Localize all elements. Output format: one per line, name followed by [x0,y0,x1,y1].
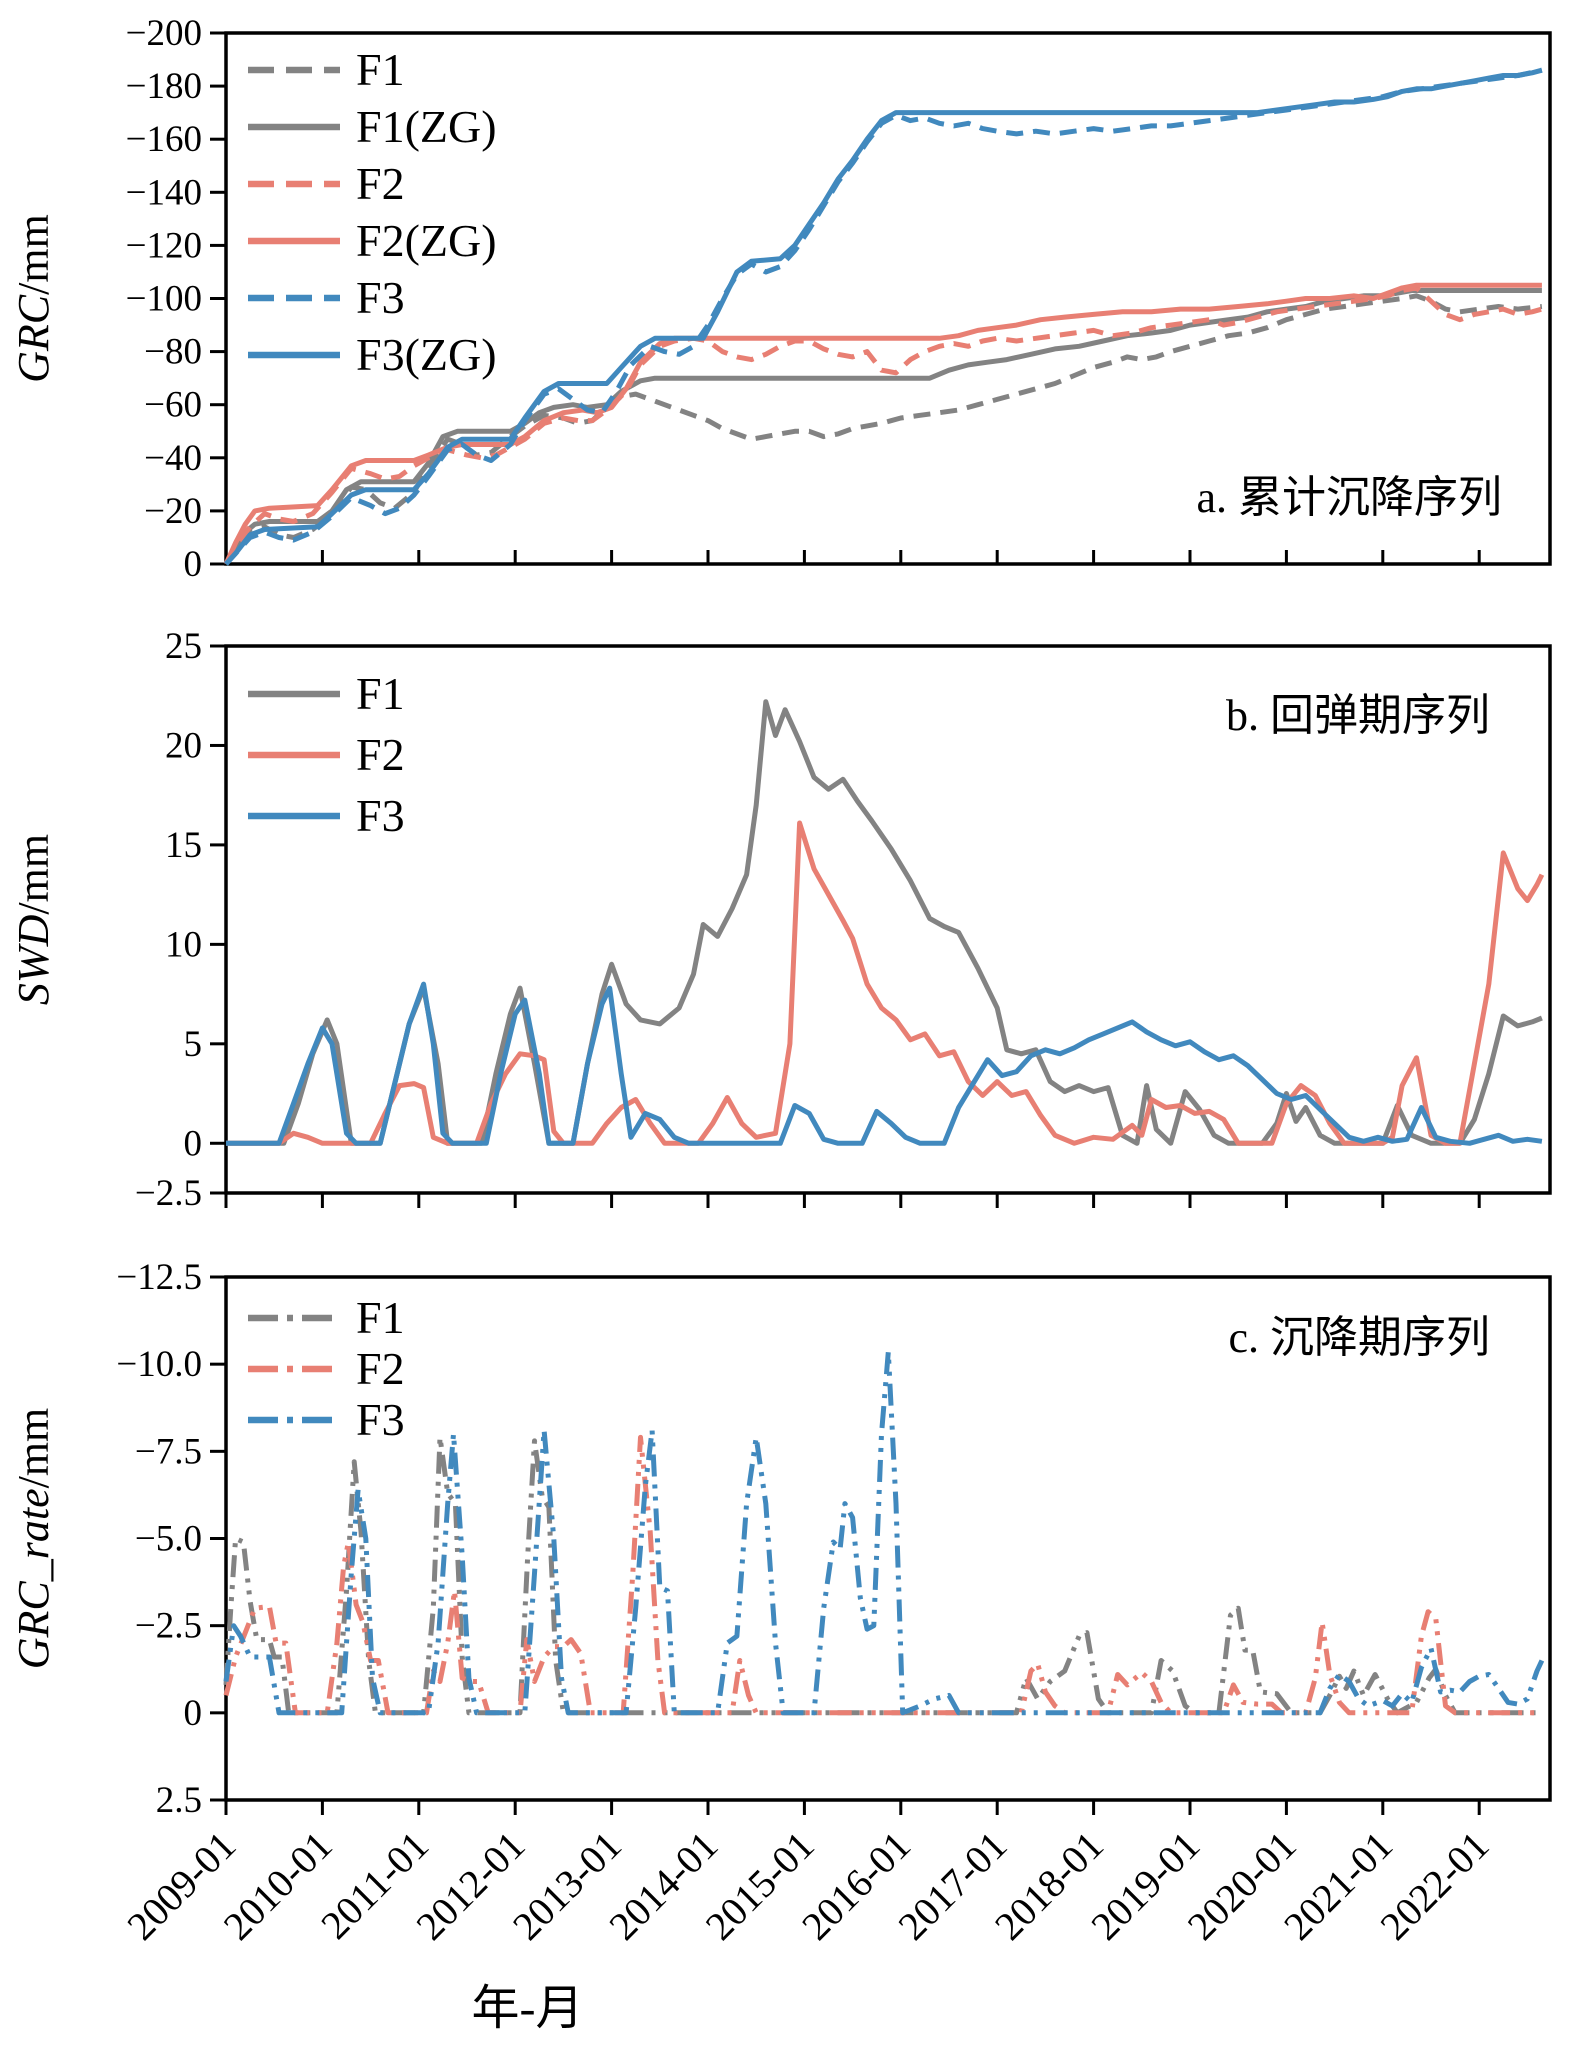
panel-a-annotation: a. 累计沉降序列 [1196,473,1502,522]
panel-a-ytick-label: −80 [144,332,202,373]
legend-c-F1-label: F1 [356,1292,405,1343]
panel-b-series-F2-line [226,820,1545,1146]
panel-a-y-axis-title: GRC/mm [9,214,58,383]
x-tick-label: 2021-01 [1275,1823,1401,1949]
x-tick-label: 2022-01 [1371,1823,1497,1949]
panel-a-ytick-label: −60 [144,385,202,426]
legend-b-F1-label: F1 [356,668,405,719]
x-axis-title-text: 年-月 [471,1982,584,2035]
panel-a-ytick-label: −20 [144,491,202,532]
legend-b-F3-label: F3 [356,790,405,841]
legend-a-F2(ZG)-label: F2(ZG) [356,215,497,266]
legend-a-F1(ZG)-label: F1(ZG) [356,101,497,152]
panel-a-ytick-label: −100 [126,279,202,320]
panel-a-ytick-label: −180 [126,66,202,107]
legend-c-F2-label: F2 [356,1343,405,1394]
x-tick-label: 2009-01 [118,1823,244,1949]
legend-a-F3(ZG)-label: F3(ZG) [356,329,497,380]
legend-a-F2-label: F2 [356,158,405,209]
panel-b-ytick-label: 5 [184,1024,203,1065]
panel-c-ytick-label: −7.5 [135,1431,202,1472]
panel-b-y-axis-title: SWD/mm [9,834,58,1005]
panel-c-series-F2-line [223,1434,1542,1716]
panel-b-border [224,644,1552,1195]
panel-a-ytick-label: −120 [126,225,202,266]
legend-a-F1-label: F1 [356,44,405,95]
panel-c-series-F1-line [223,1434,1542,1716]
panel-c-series-F3-line [223,1349,1545,1716]
panel-a-ytick-label: −200 [126,13,202,54]
panel-c-ytick-label: 2.5 [156,1780,202,1821]
panel-b-ytick-label: −2.5 [135,1173,202,1214]
panel-b-ytick-label: 0 [184,1123,203,1164]
panel-c-ytick-label: 0 [184,1693,203,1734]
x-tick-label: 2018-01 [986,1823,1112,1949]
panel-a-series-F2(ZG)-line [223,282,1542,566]
x-tick-label: 2017-01 [889,1823,1015,1949]
panel-a-ytick-label: −160 [126,119,202,160]
panel-c-ytick-label: −12.5 [116,1257,202,1298]
panel-a-series-F3(ZG)-line [224,67,1543,566]
legend-b-F2-label: F2 [356,729,405,780]
panel-c-ytick-label: −10.0 [116,1344,202,1385]
panel-b-series-F3-line [226,981,1543,1146]
x-axis-title: 年-月 [0,1968,1575,2038]
panel-b-ytick-label: 15 [165,825,202,866]
panel-a-ytick-label: −40 [144,438,202,479]
legend-c-F3-label: F3 [356,1394,405,1445]
panel-a-ytick-label: 0 [184,544,203,585]
x-tick-label: 2020-01 [1179,1823,1305,1949]
panel-c-ytick-label: −5.0 [135,1519,202,1560]
panel-c-y-axis-title: GRC_rate/mm [9,1408,58,1670]
x-tick-label: 2012-01 [407,1823,533,1949]
x-tick-label: 2014-01 [600,1823,726,1949]
panel-b-annotation: b. 回弹期序列 [1226,691,1490,740]
panel-b-series-F1-line [226,699,1543,1146]
x-tick-label: 2013-01 [504,1823,630,1949]
panel-a-ytick-label: −140 [126,172,202,213]
x-tick-label: 2019-01 [1082,1823,1208,1949]
x-tick-label: 2010-01 [215,1823,341,1949]
x-tick-label: 2015-01 [697,1823,823,1949]
x-tick-label: 2016-01 [793,1823,919,1949]
panel-c-annotation: c. 沉降期序列 [1228,1313,1490,1362]
legend-a-F3-label: F3 [356,272,405,323]
panel-c-ytick-label: −2.5 [135,1606,202,1647]
panel-b-ytick-label: 20 [165,725,202,766]
panel-b-ytick-label: 25 [165,626,202,667]
panel-b-ytick-label: 10 [165,924,202,965]
